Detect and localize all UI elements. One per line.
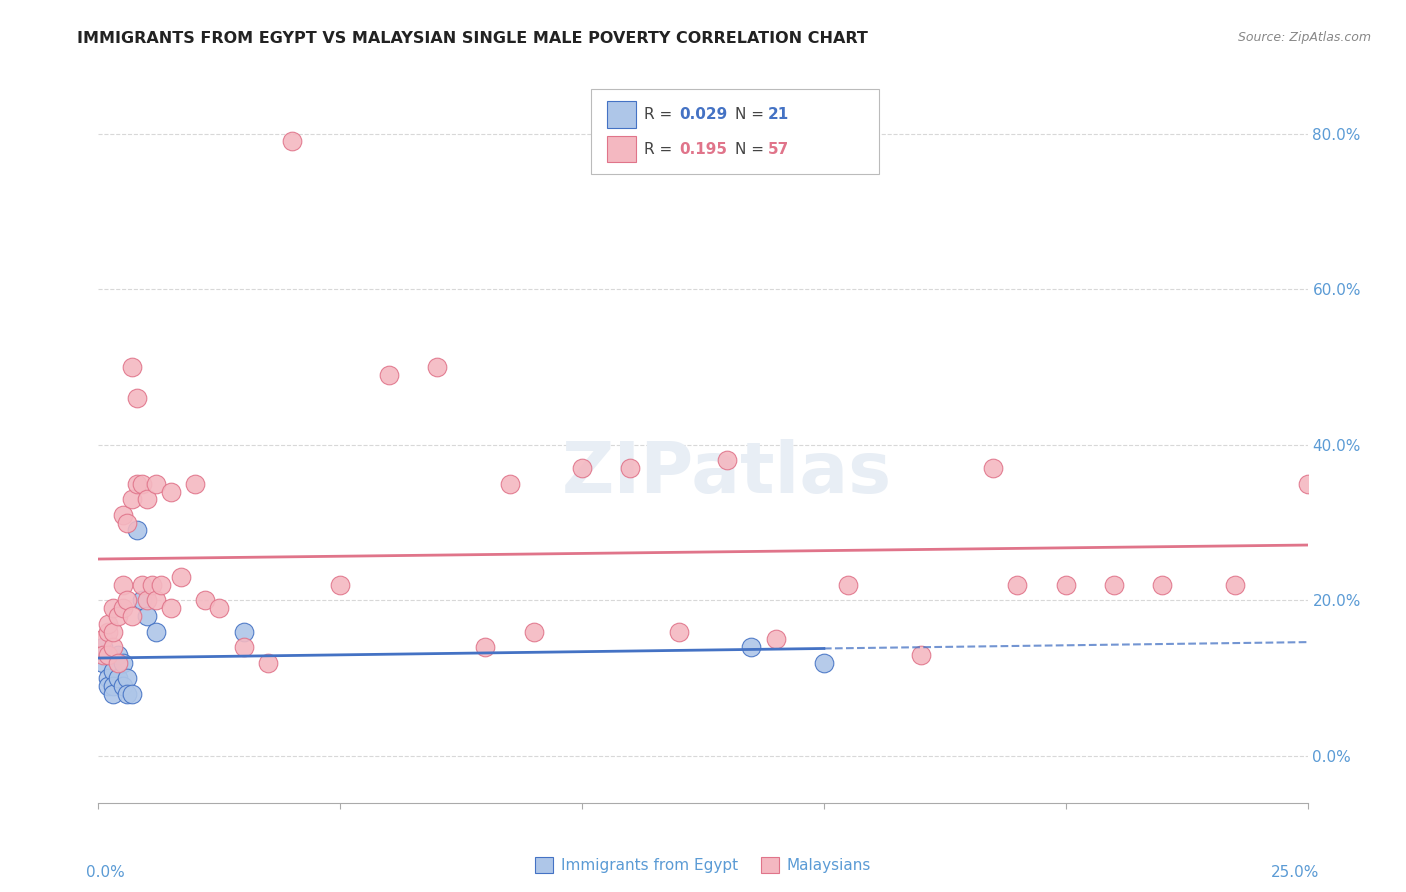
Point <box>208 601 231 615</box>
Point <box>1054 578 1077 592</box>
Point <box>571 461 593 475</box>
Point <box>329 578 352 592</box>
Point <box>97 648 120 662</box>
Point <box>232 640 254 655</box>
Point <box>194 593 217 607</box>
Point <box>426 359 449 374</box>
Point <box>121 609 143 624</box>
Point <box>765 632 787 647</box>
Text: N =: N = <box>735 142 769 156</box>
Point <box>111 656 134 670</box>
Text: IMMIGRANTS FROM EGYPT VS MALAYSIAN SINGLE MALE POVERTY CORRELATION CHART: IMMIGRANTS FROM EGYPT VS MALAYSIAN SINGL… <box>77 31 869 46</box>
Point <box>981 461 1004 475</box>
Point <box>111 601 134 615</box>
Point <box>145 624 167 639</box>
Point <box>91 640 114 655</box>
Point <box>97 616 120 631</box>
Point <box>141 578 163 592</box>
Point <box>97 679 120 693</box>
Point <box>91 632 114 647</box>
Point <box>101 624 124 639</box>
Point <box>101 687 124 701</box>
Point <box>474 640 496 655</box>
Point <box>131 476 153 491</box>
Point <box>101 601 124 615</box>
Text: Source: ZipAtlas.com: Source: ZipAtlas.com <box>1237 31 1371 45</box>
Point <box>135 492 157 507</box>
Point <box>1223 578 1246 592</box>
Point <box>523 624 546 639</box>
Text: R =: R = <box>644 107 678 121</box>
Point <box>232 624 254 639</box>
Point <box>184 476 207 491</box>
Point <box>1152 578 1174 592</box>
Point <box>97 671 120 685</box>
Point <box>740 640 762 655</box>
Point <box>111 508 134 522</box>
Point <box>117 516 139 530</box>
Text: 0.0%: 0.0% <box>86 865 125 880</box>
Point <box>127 391 149 405</box>
Y-axis label: Single Male Poverty: Single Male Poverty <box>0 368 7 506</box>
Text: 21: 21 <box>768 107 789 121</box>
Point <box>145 593 167 607</box>
Point <box>150 578 173 592</box>
Point <box>117 687 139 701</box>
Point <box>1102 578 1125 592</box>
Point <box>131 578 153 592</box>
Legend: Immigrants from Egypt, Malaysians: Immigrants from Egypt, Malaysians <box>529 851 877 880</box>
Text: 25.0%: 25.0% <box>1271 865 1320 880</box>
Point <box>107 656 129 670</box>
Point <box>910 648 932 662</box>
Point <box>135 593 157 607</box>
Text: 0.029: 0.029 <box>679 107 727 121</box>
Point <box>97 624 120 639</box>
Point <box>121 359 143 374</box>
Point <box>101 664 124 678</box>
Point <box>121 687 143 701</box>
Point <box>1296 476 1319 491</box>
Point <box>101 640 124 655</box>
Point <box>127 476 149 491</box>
Text: ZIPatlas: ZIPatlas <box>562 439 893 508</box>
Point <box>111 679 134 693</box>
Point <box>716 453 738 467</box>
Point <box>135 609 157 624</box>
Point <box>256 656 278 670</box>
Point <box>107 671 129 685</box>
Point <box>837 578 859 592</box>
Point <box>160 484 183 499</box>
Point <box>111 578 134 592</box>
Point <box>169 570 191 584</box>
Point <box>107 648 129 662</box>
Point <box>1007 578 1029 592</box>
Point <box>813 656 835 670</box>
Point <box>619 461 641 475</box>
Point <box>668 624 690 639</box>
Point <box>160 601 183 615</box>
Point <box>91 656 114 670</box>
Point <box>101 679 124 693</box>
Text: R =: R = <box>644 142 678 156</box>
Point <box>91 648 114 662</box>
Point <box>281 135 304 149</box>
Point <box>145 476 167 491</box>
Point <box>498 476 520 491</box>
Point <box>131 593 153 607</box>
Point <box>127 524 149 538</box>
Text: 0.195: 0.195 <box>679 142 727 156</box>
Point <box>121 492 143 507</box>
Point <box>117 593 139 607</box>
Text: N =: N = <box>735 107 769 121</box>
Point <box>107 609 129 624</box>
Text: 57: 57 <box>768 142 789 156</box>
Point <box>117 671 139 685</box>
Point <box>377 368 399 382</box>
